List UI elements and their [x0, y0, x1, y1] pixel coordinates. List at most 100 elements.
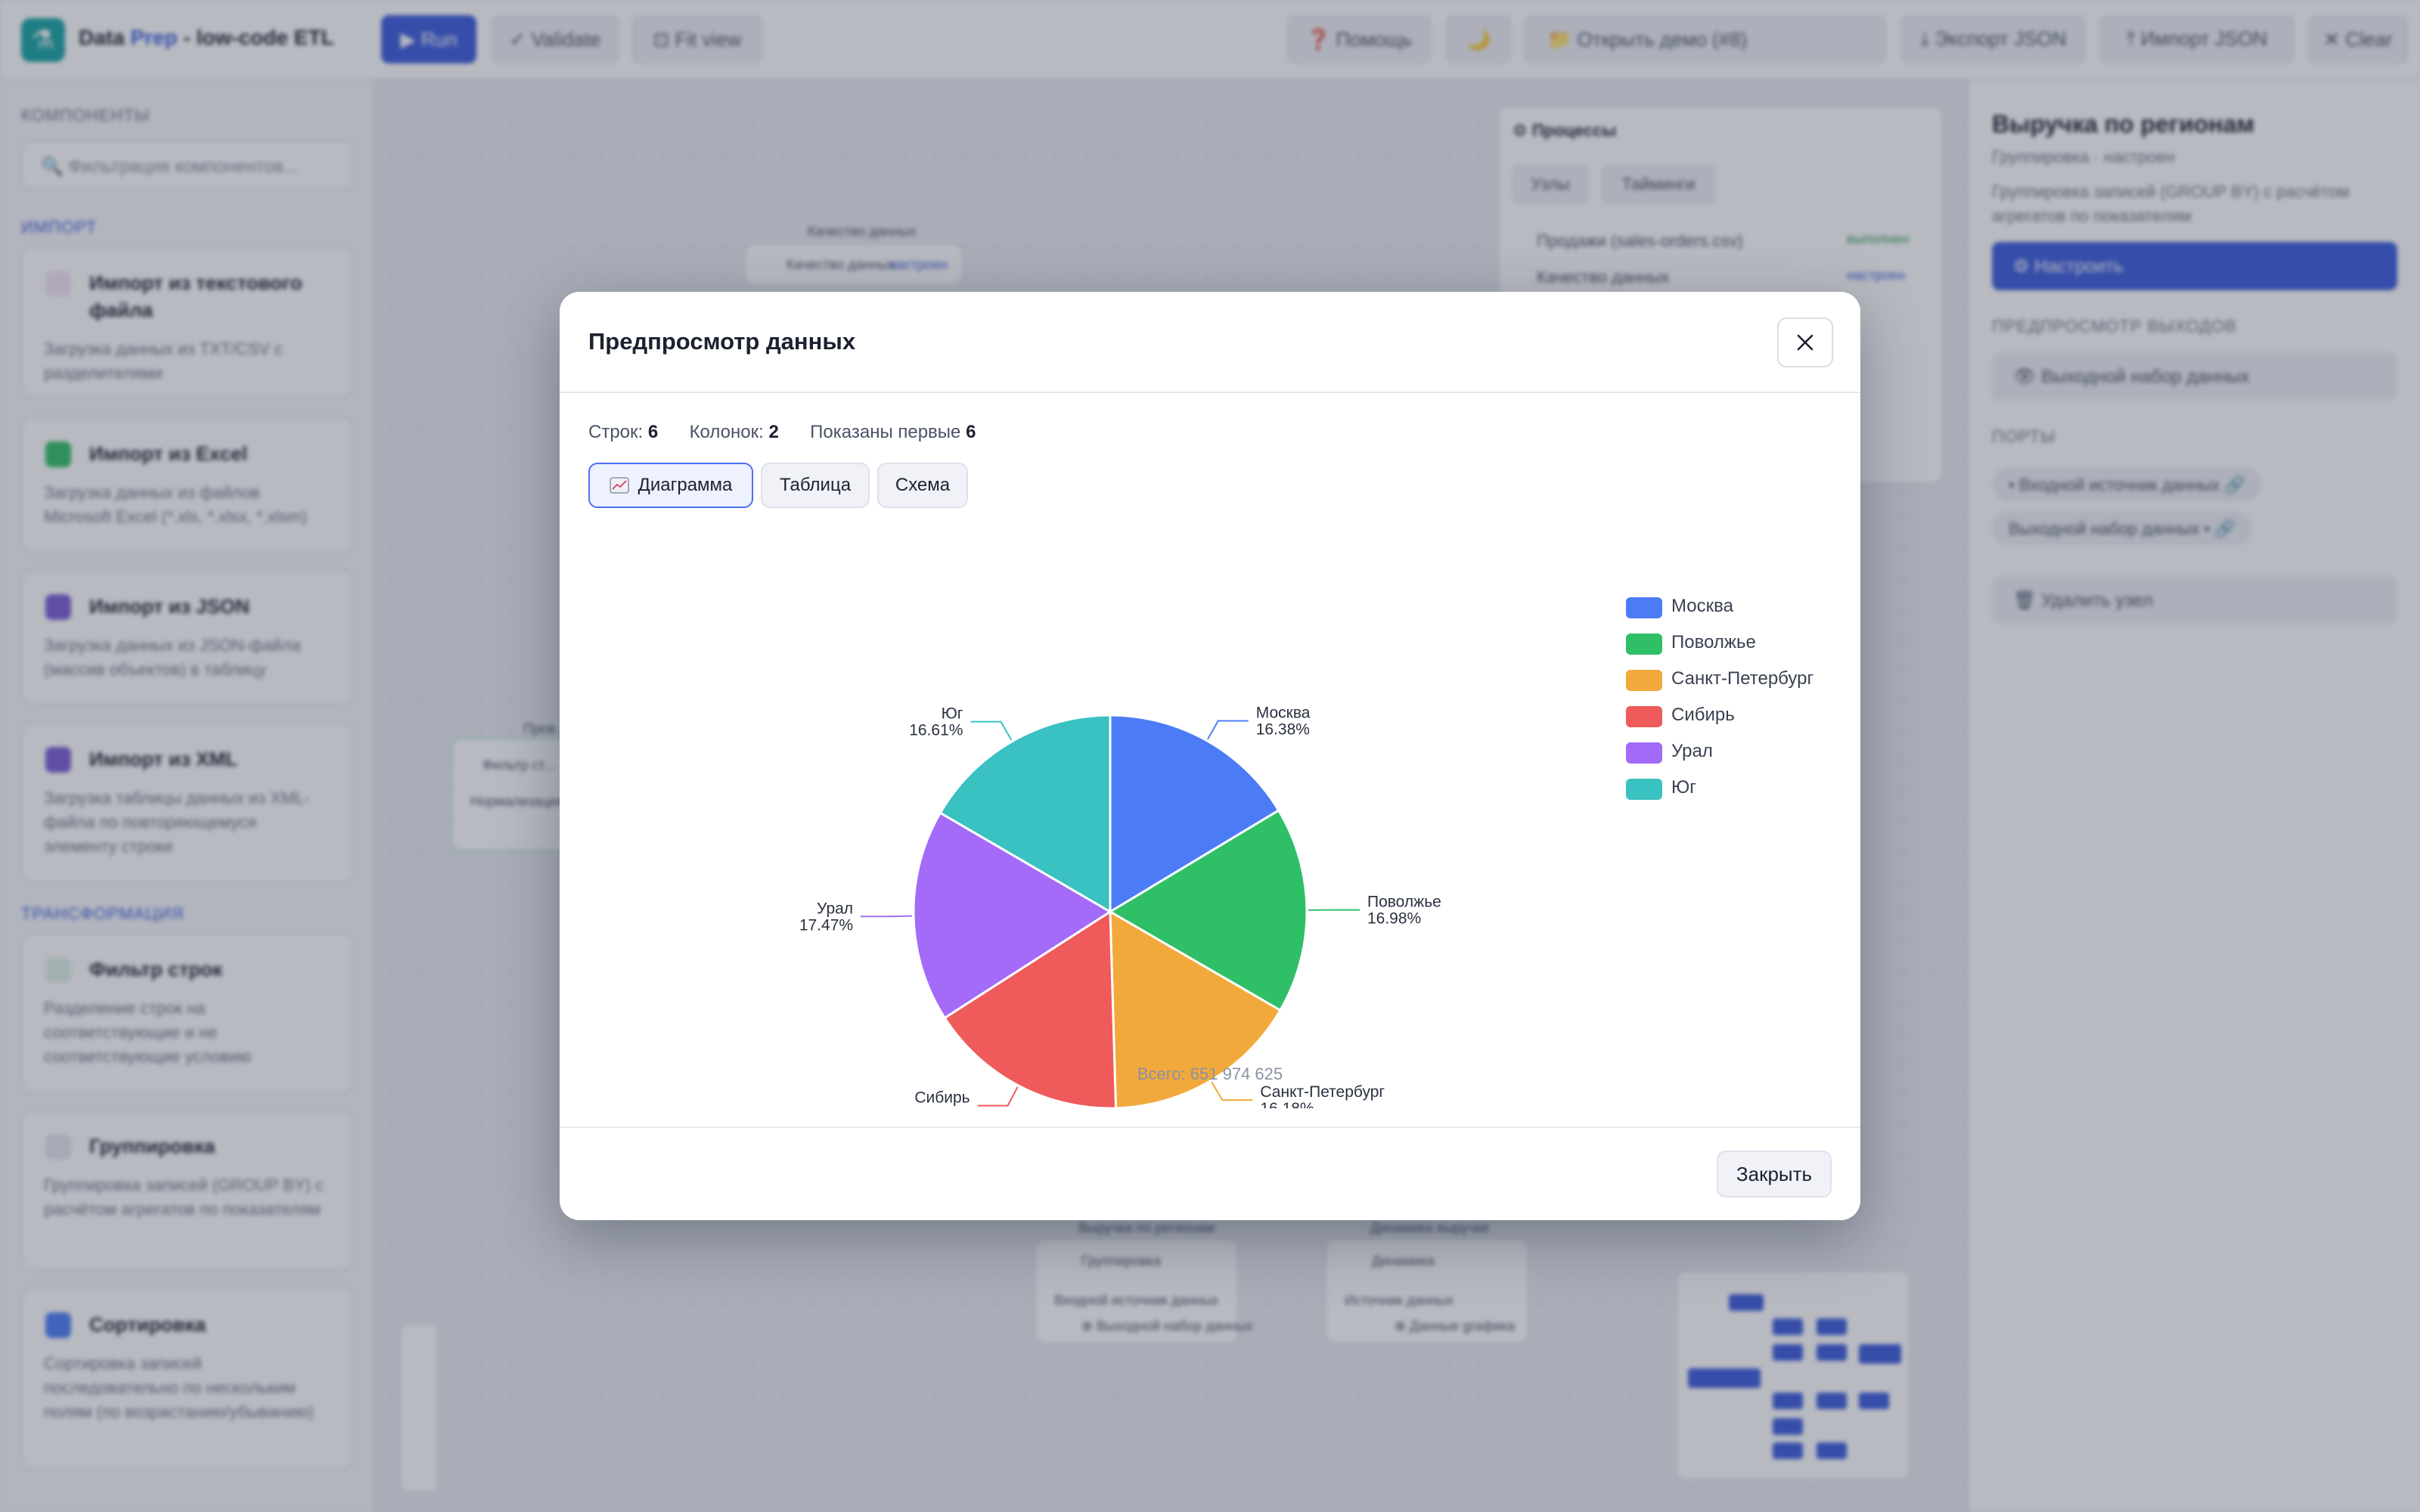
theme-toggle[interactable]: 🌙 [1446, 15, 1511, 64]
legend-swatch [1626, 706, 1662, 727]
pie-slice-label: Юг [942, 705, 963, 723]
node-dynamics[interactable]: Динамика Источник данных ⊕ Данные graфик… [1325, 1238, 1529, 1344]
card-title: Группировка [89, 1135, 216, 1157]
pie-slice-percent: 16.38% [916, 1105, 970, 1108]
card-desc: Разделение строк на соответствующие и не… [44, 999, 252, 1066]
pie-slice[interactable] [943, 909, 1118, 1108]
legend-label: Сибирь [1671, 705, 1735, 725]
pie-leader-line [1211, 1081, 1253, 1101]
component-card[interactable]: Импорт из Excel Загрузка данных из файло… [21, 417, 354, 552]
pie-slice[interactable] [1108, 808, 1308, 1012]
sidebar-heading: КОМПОНЕНТЫ [21, 106, 150, 125]
card-title: Импорт из текстового файла [89, 271, 302, 321]
brand-word-3: - low-code ETL [183, 26, 334, 49]
pie-slice-percent: 16.98% [1367, 910, 1421, 928]
pie-slice-percent: 17.47% [799, 916, 853, 934]
panel-title: Выручка по регионам [1992, 110, 2255, 138]
properties-panel: Выручка по регионам Группировка · настро… [1968, 80, 2420, 1512]
port-chip[interactable]: • Входной источник данных 🔗 [1992, 467, 2262, 502]
process-row: Продажи (sales-orders.csv) [1537, 231, 1743, 250]
modal-header: Предпросмотр данных [560, 292, 1860, 393]
node-group[interactable]: Группировка Входной источник данных ⊕ Вы… [1035, 1238, 1253, 1344]
node-badge: настроен [889, 257, 948, 272]
component-card[interactable]: Группировка Группировка записей (GROUP B… [21, 1110, 354, 1270]
node-title: Качество данных [786, 257, 895, 272]
minimap-node [1859, 1393, 1889, 1409]
pie-slice[interactable] [912, 811, 1112, 1020]
pie-leader-line [861, 915, 913, 918]
delete-node-button[interactable]: 🗑 Удалить узел [1992, 576, 2397, 624]
legend-label: Санкт-Петербург [1671, 668, 1814, 689]
pie-chart: Москва16.38%Поволжье16.98%Санкт-Петербур… [799, 705, 1441, 1108]
clear-button[interactable]: ✕ Clear [2308, 15, 2408, 64]
legend-swatch [1626, 597, 1662, 618]
card-title: Фильтр строк [89, 958, 223, 981]
legend-swatch [1626, 634, 1662, 655]
node-quality[interactable]: Качество данных настроен [744, 243, 963, 286]
legend-swatch [1626, 742, 1662, 764]
legend-swatch [1626, 670, 1662, 691]
node-title: Фильтр ст... [482, 758, 555, 773]
validate-button[interactable]: ✓ Validate [492, 15, 619, 64]
ports-heading: ПОРТЫ [1992, 427, 2056, 446]
help-button[interactable]: ❓ Помощь [1287, 15, 1431, 64]
tab-timings[interactable]: Тайминги [1602, 165, 1715, 204]
demo-select[interactable]: 📁 Открыть демо (#8) [1525, 15, 1886, 64]
card-title: Импорт из XML [89, 748, 238, 770]
component-card[interactable]: Импорт из JSON Загрузка данных из JSON-ф… [21, 570, 354, 705]
pie-slice[interactable] [1109, 909, 1282, 1108]
brand-word-1: Data [79, 26, 125, 49]
card-desc: Группировка записей (GROUP BY) с расчёто… [44, 1176, 324, 1219]
fit-view-button[interactable]: ⊡ Fit view [632, 15, 762, 64]
node-caption: Выручка по регионам [1078, 1220, 1215, 1235]
modal-title: Предпросмотр данных [588, 328, 856, 355]
component-card[interactable]: Сортировка Сортировка записей последоват… [21, 1288, 354, 1470]
preview-output-button[interactable]: 👁 Выходной набор данных [1992, 352, 2397, 401]
pie-slice-label: Санкт-Петербург [1260, 1083, 1385, 1101]
minimap-node [1773, 1318, 1803, 1335]
cols-value: 2 [768, 422, 779, 442]
minimap-node [1773, 1442, 1803, 1459]
close-button[interactable] [1777, 318, 1833, 367]
pie-slice-percent: 16.18% [1260, 1100, 1314, 1108]
tab-schema[interactable]: Схема [877, 463, 968, 508]
tab-table[interactable]: Таблица [761, 463, 870, 508]
minimap-node [1773, 1393, 1803, 1409]
configure-button[interactable]: ⚙ Настроить [1992, 242, 2397, 290]
minimap[interactable] [1676, 1270, 1910, 1480]
top-toolbar: ⚗ Data Prep - low-code ETL ▶ Run ✓ Valid… [0, 0, 2420, 80]
port-chip[interactable]: Выходной набор данных • 🔗 [1992, 511, 2252, 546]
export-json-button[interactable]: ⤓ Экспорт JSON [1901, 15, 2086, 64]
component-card[interactable]: Импорт из XML Загрузка таблицы данных из… [21, 723, 354, 883]
sigma-icon [45, 1134, 71, 1160]
node-port: ⊕ Выходной набор данных [1081, 1318, 1253, 1334]
import-json-button[interactable]: ⤒ Импорт JSON [2099, 15, 2294, 64]
node-port: Входной источник данных [1054, 1293, 1219, 1308]
components-sidebar: КОМПОНЕНТЫ 🔍 Фильтрация компонентов... И… [0, 80, 375, 1512]
component-search-input[interactable]: 🔍 Фильтрация компонентов... [21, 141, 354, 189]
card-title: Сортировка [89, 1313, 206, 1336]
pie-slice[interactable] [1109, 714, 1280, 914]
minimap-node [1817, 1344, 1847, 1361]
process-status: настроен [1847, 268, 1906, 283]
minimap-node [1688, 1368, 1761, 1388]
zoom-controls[interactable] [399, 1323, 439, 1492]
close-footer-button[interactable]: Закрыть [1717, 1151, 1832, 1198]
tab-chart[interactable]: Диаграмма [588, 463, 753, 508]
brand-word-2: Prep [130, 26, 178, 49]
app-brand: Data Prep - low-code ETL [79, 26, 334, 50]
tab-nodes[interactable]: Узлы [1512, 165, 1588, 204]
shown-value: 6 [966, 422, 976, 442]
node-port: ⊕ Данные graфика [1395, 1318, 1516, 1334]
card-desc: Загрузка данных из JSON-файла (массив об… [44, 636, 301, 679]
data-preview-modal: Предпросмотр данных Строк: 6 Колонок: 2 … [560, 292, 1860, 1220]
component-card[interactable]: Импорт из текстового файла Загрузка данн… [21, 246, 354, 398]
card-desc: Сортировка записей последовательно по не… [44, 1354, 314, 1421]
component-card[interactable]: Фильтр строк Разделение строк на соответ… [21, 933, 354, 1093]
pie-slice[interactable] [939, 714, 1112, 914]
node-caption: Качество данных [808, 224, 917, 239]
node-caption: Динамика выручки [1370, 1220, 1489, 1235]
tab-chart-label: Диаграмма [638, 475, 733, 495]
run-button[interactable]: ▶ Run [381, 15, 476, 64]
minimap-node [1773, 1344, 1803, 1361]
